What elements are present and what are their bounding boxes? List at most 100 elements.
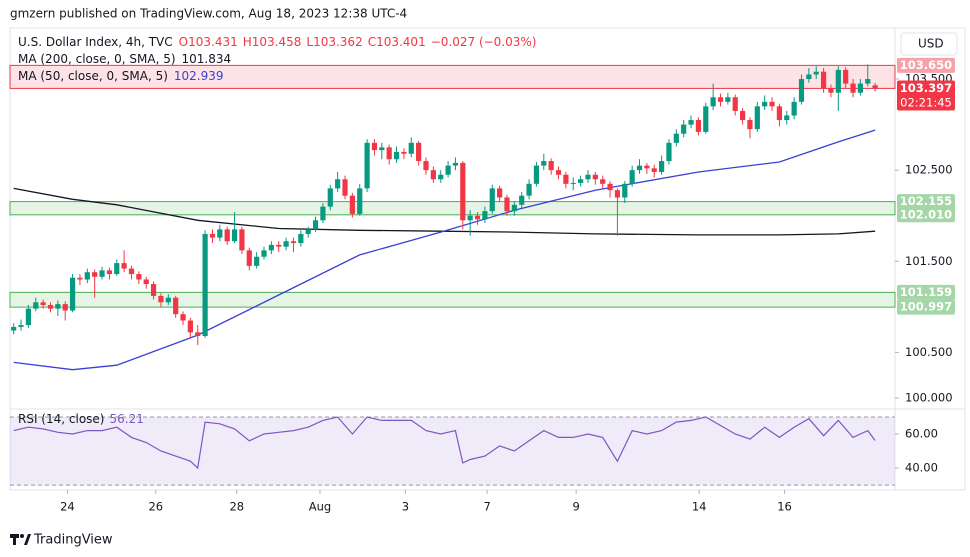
candle-body xyxy=(62,304,68,311)
candle-body xyxy=(651,168,657,172)
candle-body xyxy=(541,161,547,166)
candle-body xyxy=(850,83,856,93)
candle-body xyxy=(246,250,252,266)
candle-body xyxy=(865,79,871,84)
y-tick-label: 101.500 xyxy=(905,254,953,268)
candle-body xyxy=(762,101,768,107)
candle-body xyxy=(342,179,348,196)
candle-body xyxy=(872,85,878,89)
rsi-line xyxy=(13,416,876,470)
legend-name: MA (200, close, 0, SMA, 5) xyxy=(18,52,176,66)
candle-body xyxy=(114,263,120,275)
candle-body xyxy=(563,174,569,184)
ohlc-value: L103.362 xyxy=(306,35,362,49)
price-label-bg xyxy=(897,194,955,210)
candle-body xyxy=(84,272,90,280)
y-tick-label: 100.000 xyxy=(905,390,953,404)
candle-body xyxy=(791,101,797,116)
candle-body xyxy=(607,183,613,191)
candle-body xyxy=(717,97,724,102)
candle-body xyxy=(224,229,230,242)
candle-body xyxy=(401,151,407,154)
candle-body xyxy=(290,241,297,244)
brand: TradingView xyxy=(33,533,113,548)
candle-body xyxy=(298,233,304,244)
candle-body xyxy=(416,142,422,162)
price-label-bg xyxy=(897,284,955,300)
brand-logo xyxy=(10,534,31,545)
x-tick-label: 28 xyxy=(229,500,244,514)
rsi-name: RSI (14, close) xyxy=(18,412,104,426)
ohlc-value: H103.458 xyxy=(243,35,302,49)
candle-body xyxy=(305,229,311,234)
candle-body xyxy=(136,274,142,280)
candle-body xyxy=(11,326,17,331)
candle-body xyxy=(128,268,135,275)
candle-body xyxy=(143,279,149,285)
candle-body xyxy=(555,170,562,175)
legend-title: U.S. Dollar Index, 4h, TVC O103.431 H103.4… xyxy=(18,35,536,49)
candle-body xyxy=(592,174,598,180)
candle-body xyxy=(231,229,238,242)
candle-body xyxy=(784,115,790,121)
candle-body xyxy=(828,88,834,93)
candle-body xyxy=(18,325,24,327)
candle-body xyxy=(77,277,83,280)
currency-label: USD xyxy=(918,37,944,51)
x-tick-label: 14 xyxy=(692,500,707,514)
candle-body xyxy=(312,220,319,230)
candle-body xyxy=(158,295,164,303)
candle-body xyxy=(92,272,98,277)
candle-body xyxy=(747,120,753,130)
candle-body xyxy=(430,170,436,180)
candle-body xyxy=(526,183,532,196)
candle-body xyxy=(732,97,738,111)
candle-body xyxy=(857,83,863,93)
candle-body xyxy=(659,161,665,172)
candle-body xyxy=(276,244,282,247)
x-tick-label: 9 xyxy=(573,500,580,514)
ohlc-value: O103.431 xyxy=(179,35,238,49)
candle-body xyxy=(379,147,385,151)
candle-body xyxy=(239,229,245,251)
candle-body xyxy=(629,170,635,184)
candle-body xyxy=(769,101,775,107)
ma-line xyxy=(13,129,876,371)
candle-body xyxy=(474,215,481,220)
candle-body xyxy=(614,190,621,198)
candle-body xyxy=(600,179,606,184)
candle-body xyxy=(283,241,289,247)
countdown: 02:21:45 xyxy=(900,96,952,110)
candle-body xyxy=(173,297,179,315)
price-label: 102.155 xyxy=(900,194,952,208)
candle-body xyxy=(33,302,39,309)
candle-body xyxy=(813,71,819,75)
rsi-tick-label: 40.00 xyxy=(905,461,938,475)
legend-name: MA (50, close, 0, SMA, 5) xyxy=(18,69,168,83)
candle-body xyxy=(519,195,525,205)
rsi-legend: RSI (14, close) 56.21 xyxy=(18,412,144,426)
candle-body xyxy=(776,106,783,121)
zone xyxy=(9,64,896,89)
x-tick-label: 26 xyxy=(148,500,163,514)
candle-body xyxy=(497,188,503,198)
price-label-bg xyxy=(897,299,955,315)
candle-body xyxy=(408,142,414,154)
price-label: 103.397 xyxy=(900,81,952,95)
candle-body xyxy=(393,151,400,160)
x-tick-label: Aug xyxy=(309,500,331,514)
candle-body xyxy=(386,147,392,160)
zone xyxy=(9,201,896,216)
candle-body xyxy=(622,183,628,198)
candle-body xyxy=(739,110,746,121)
candle-body xyxy=(452,162,459,166)
candle-body xyxy=(489,188,495,212)
candle-body xyxy=(320,206,326,221)
candle-body xyxy=(121,263,127,269)
currency-button[interactable] xyxy=(900,32,958,56)
candle-body xyxy=(364,142,370,189)
legend-value: 101.834 xyxy=(182,52,232,66)
x-tick-label: 16 xyxy=(777,500,792,514)
